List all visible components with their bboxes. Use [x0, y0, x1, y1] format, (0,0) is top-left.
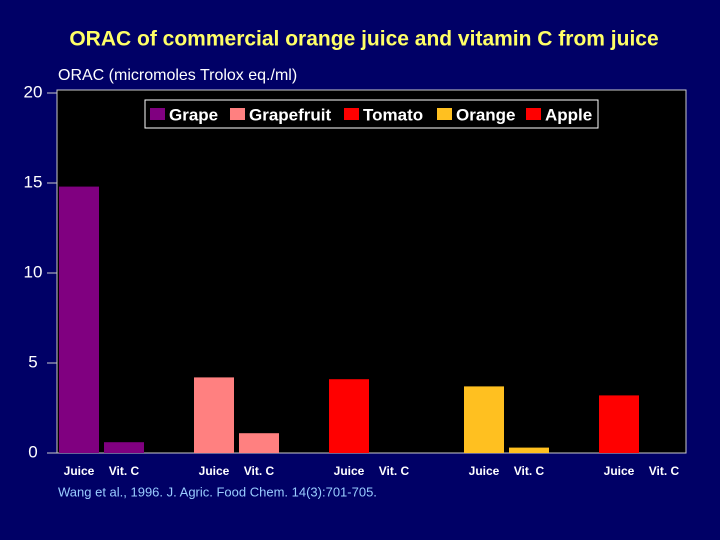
y-tick-label: 5: [28, 352, 37, 371]
legend-swatch: [526, 108, 541, 120]
x-tick-label: Juice: [469, 464, 500, 478]
x-tick-label: Juice: [64, 464, 95, 478]
y-axis-label: ORAC (micromoles Trolox eq./ml): [58, 67, 297, 84]
legend-label: Orange: [456, 105, 516, 124]
x-tick-label: Vit. C: [649, 464, 680, 478]
bar: [599, 395, 639, 453]
x-tick-label: Juice: [334, 464, 365, 478]
y-tick-label: 15: [24, 172, 43, 191]
bar: [464, 386, 504, 453]
legend-label: Grape: [169, 105, 218, 124]
bar: [239, 433, 279, 453]
bar: [59, 186, 99, 453]
bar: [194, 377, 234, 453]
source-note: Wang et al., 1996. J. Agric. Food Chem. …: [58, 484, 377, 499]
chart-title: ORAC of commercial orange juice and vita…: [69, 28, 658, 51]
y-tick-label: 10: [24, 262, 43, 281]
legend-swatch: [437, 108, 452, 120]
legend-swatch: [344, 108, 359, 120]
x-tick-label: Juice: [199, 464, 230, 478]
bar: [509, 447, 549, 453]
bar: [329, 379, 369, 453]
y-tick-label: 20: [24, 82, 43, 101]
legend-swatch: [230, 108, 245, 120]
x-tick-label: Vit. C: [379, 464, 410, 478]
x-tick-label: Vit. C: [109, 464, 140, 478]
legend-swatch: [150, 108, 165, 120]
y-tick-label: 0: [28, 442, 37, 461]
x-tick-label: Vit. C: [514, 464, 545, 478]
legend-label: Grapefruit: [249, 105, 332, 124]
legend: [144, 99, 599, 129]
bar: [104, 442, 144, 453]
legend-label: Tomato: [363, 105, 423, 124]
plot-area: [56, 89, 687, 454]
legend-label: Apple: [545, 105, 592, 124]
x-tick-label: Juice: [604, 464, 635, 478]
x-tick-label: Vit. C: [244, 464, 275, 478]
